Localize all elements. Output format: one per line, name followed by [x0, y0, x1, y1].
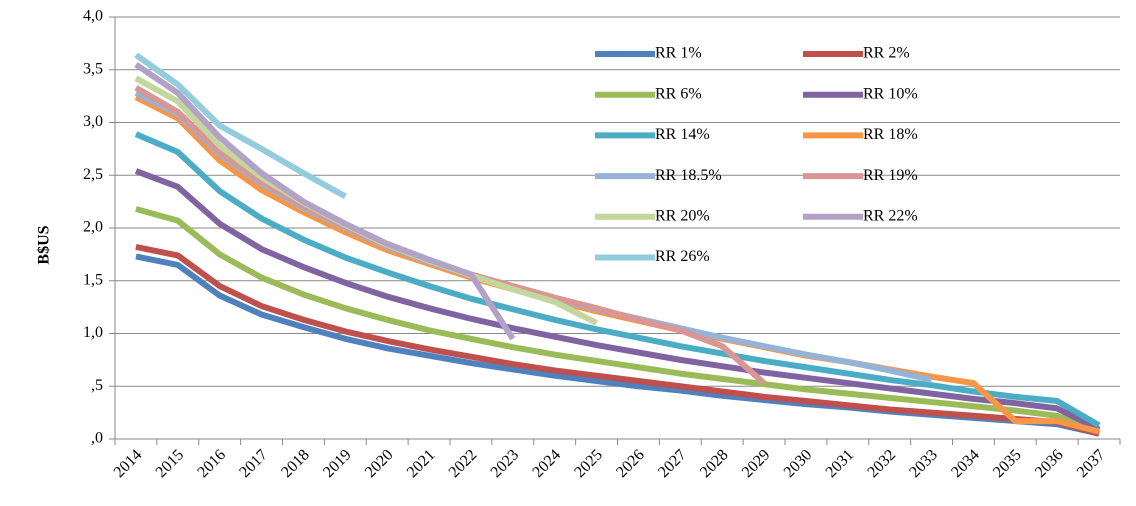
legend-label: RR 1%: [655, 45, 702, 62]
legend-label: RR 19%: [863, 167, 918, 184]
legend-label: RR 20%: [655, 207, 710, 224]
y-axis-label: B$US: [36, 225, 53, 264]
y-tick-label: ,0: [91, 430, 103, 447]
x-tick-label: 2029: [739, 446, 774, 481]
legend-label: RR 6%: [655, 85, 702, 102]
series-line: [135, 206, 1101, 435]
x-tick-label: 2014: [111, 446, 146, 481]
legend-label: RR 18.5%: [655, 167, 722, 184]
y-tick-label: 4,0: [83, 8, 103, 25]
y-tick-label: ,5: [91, 377, 103, 394]
series-line: [134, 61, 516, 341]
legend-label: RR 10%: [863, 85, 918, 102]
series-line: [135, 244, 1100, 437]
x-tick-label: 2037: [1074, 446, 1109, 481]
x-tick-label: 2028: [697, 446, 732, 481]
x-tick-label: 2022: [446, 446, 481, 481]
y-tick-label: 2,0: [83, 219, 103, 236]
y-tick-label: 3,5: [83, 60, 103, 77]
x-tick-label: 2035: [990, 446, 1025, 481]
series-line: [134, 52, 347, 199]
x-tick-label: 2036: [1032, 446, 1067, 481]
x-tick-label: 2027: [655, 446, 690, 481]
x-tick-label: 2034: [948, 446, 983, 481]
x-tick-label: 2016: [194, 446, 229, 481]
x-tick-label: 2025: [571, 446, 606, 481]
x-tick-label: 2032: [864, 446, 899, 481]
x-tick-label: 2020: [362, 446, 397, 481]
legend-label: RR 2%: [863, 45, 910, 62]
y-tick-label: 3,0: [83, 113, 103, 130]
series-line: [134, 168, 1101, 433]
y-tick-label: 1,0: [83, 324, 103, 341]
legend-label: RR 14%: [655, 126, 710, 143]
legend-label: RR 18%: [863, 126, 918, 143]
series-line: [134, 131, 1101, 428]
x-tick-label: 2018: [278, 446, 313, 481]
x-tick-label: 2017: [236, 446, 271, 481]
x-tick-label: 2021: [404, 446, 439, 481]
x-tick-label: 2033: [906, 446, 941, 481]
legend-label: RR 22%: [863, 207, 918, 224]
x-tick-label: 2024: [529, 446, 564, 481]
x-tick-label: 2031: [823, 446, 858, 481]
legend-label: RR 26%: [655, 248, 710, 265]
x-tick-label: 2015: [153, 446, 188, 481]
x-tick-label: 2019: [320, 446, 355, 481]
y-tick-label: 1,5: [83, 271, 103, 288]
x-tick-label: 2023: [488, 446, 523, 481]
x-tick-label: 2030: [781, 446, 816, 481]
y-tick-label: 2,5: [83, 166, 103, 183]
x-tick-label: 2026: [613, 446, 648, 481]
